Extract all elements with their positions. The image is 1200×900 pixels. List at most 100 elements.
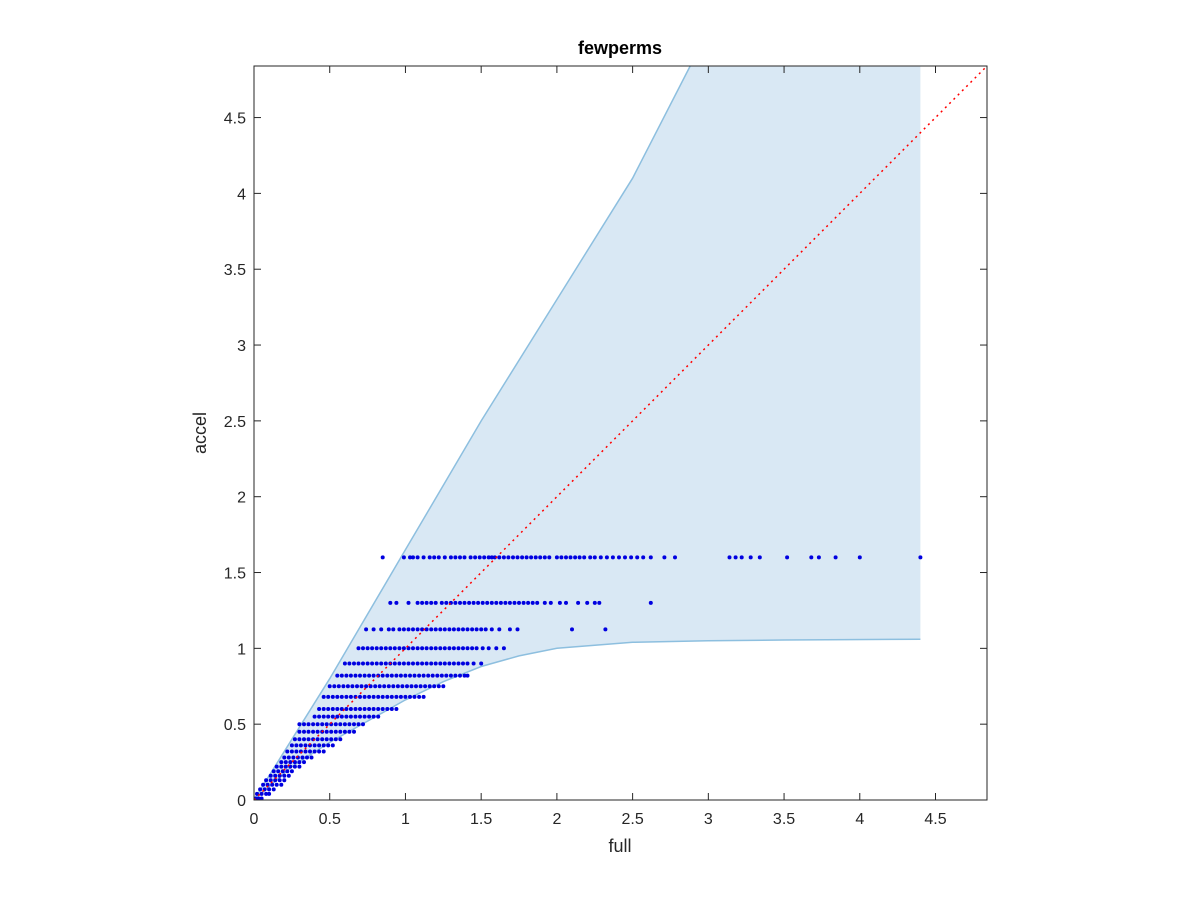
data-point [604,555,609,560]
data-point [447,627,452,632]
data-point [321,694,326,699]
data-point [297,722,302,727]
data-point [324,729,329,734]
data-point [648,555,653,560]
data-point [285,749,290,754]
data-point [324,722,329,727]
x-tick-label: 3.5 [773,811,795,828]
data-point [471,600,476,605]
data-point [414,684,418,689]
data-point [264,778,269,783]
data-point [392,661,397,666]
data-point [395,684,400,689]
data-point [420,646,425,651]
data-point [255,791,259,796]
data-point [739,555,744,560]
x-tick-label: 2 [552,811,561,828]
data-point [285,769,290,774]
data-point [344,707,349,711]
data-point [339,707,344,711]
data-point [501,646,506,651]
data-point [389,707,394,711]
data-point [365,661,370,666]
data-point [309,755,314,760]
data-point [444,600,449,605]
data-point [629,555,634,560]
data-point [401,627,406,632]
data-point [268,773,273,778]
data-point [456,627,461,632]
data-point [507,627,512,632]
data-point [356,646,361,651]
data-point [424,661,429,666]
data-point [592,555,597,560]
data-point [482,555,487,560]
data-point [485,600,490,605]
data-point [441,684,446,689]
data-point [757,555,762,560]
data-point [439,673,444,678]
x-axis-label: full [608,836,631,856]
data-point [498,600,503,605]
data-point [342,729,347,734]
data-point [456,646,461,651]
y-tick-label: 1.5 [224,566,246,583]
data-point [408,555,412,560]
data-point [415,646,420,651]
data-point [530,600,535,605]
x-tick-label: 2.5 [621,811,643,828]
data-point [397,661,402,666]
data-point [341,684,346,689]
data-point [291,755,296,760]
data-point [564,600,568,605]
data-point [424,600,429,605]
data-point [526,600,531,605]
data-point [326,743,331,748]
y-tick-label: 1 [237,641,246,658]
data-point [377,684,382,689]
data-point [294,749,299,754]
data-point [415,627,420,632]
data-point [480,600,485,605]
data-point [338,729,343,734]
data-point [344,694,349,699]
data-point [662,555,667,560]
data-point [335,714,340,719]
data-point [474,627,479,632]
data-point [401,646,406,651]
data-point [401,555,406,560]
x-tick-label: 0.5 [319,811,341,828]
data-point [462,555,467,560]
data-point [274,764,279,769]
data-point [312,714,317,719]
data-point [376,694,381,699]
data-point [365,646,370,651]
data-point [576,600,581,605]
data-point [785,555,790,560]
data-point [470,646,475,651]
data-point [273,778,278,783]
data-point [271,787,276,792]
data-point [358,694,362,699]
data-point [371,707,376,711]
data-point [447,661,452,666]
data-point [329,737,334,742]
data-point [529,555,534,560]
data-point [333,729,338,734]
data-point [497,627,502,632]
data-point [335,707,340,711]
data-point [573,555,578,560]
data-point [348,694,353,699]
x-tick-label: 3 [704,811,713,828]
y-tick-label: 0.5 [224,717,246,734]
data-point [344,714,349,719]
data-point [458,673,462,678]
data-point [512,600,517,605]
data-point [312,749,317,754]
data-point [339,673,344,678]
data-point [330,707,335,711]
data-point [326,714,331,719]
data-point [374,661,379,666]
data-point [321,743,326,748]
data-point [809,555,814,560]
